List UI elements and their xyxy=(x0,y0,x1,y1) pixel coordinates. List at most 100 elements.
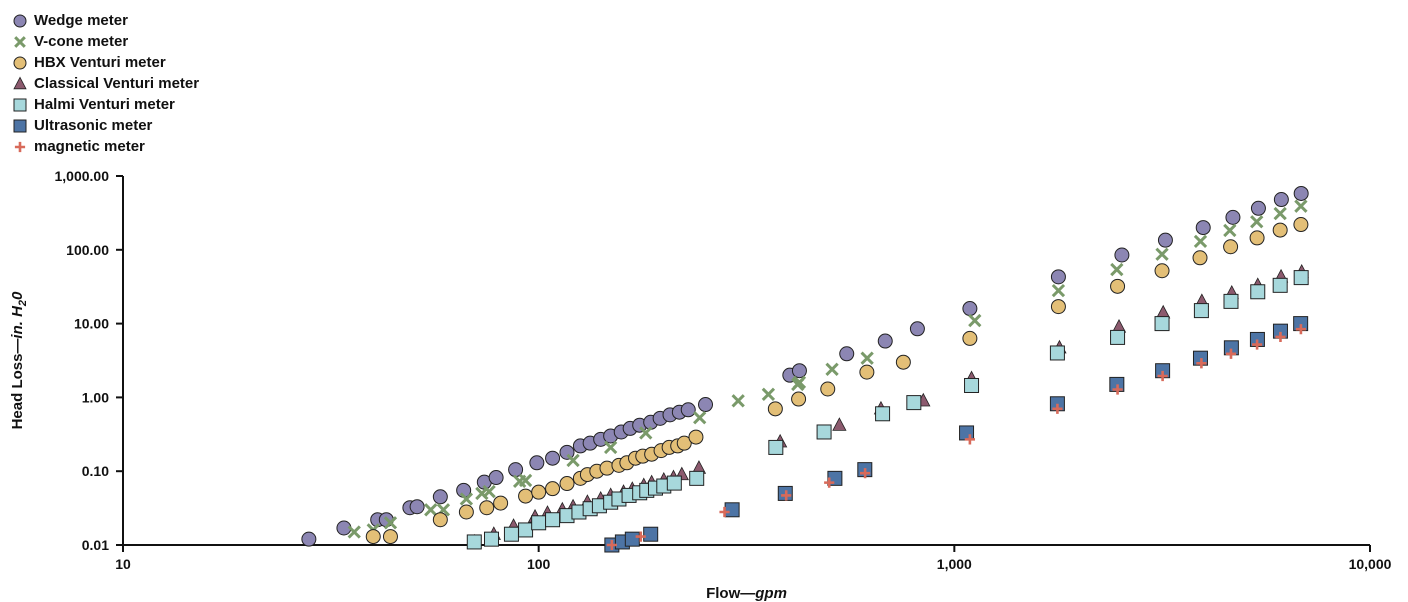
data-point xyxy=(816,424,832,440)
data-point xyxy=(877,333,893,349)
data-point xyxy=(1273,192,1289,208)
y-tick-label: 100.00 xyxy=(66,242,109,258)
data-point xyxy=(767,401,783,417)
x-tick-label: 100 xyxy=(527,556,551,572)
data-point xyxy=(1223,239,1239,255)
data-point xyxy=(1223,293,1239,309)
data-point xyxy=(968,313,982,328)
data-point xyxy=(301,531,317,547)
data-point xyxy=(1193,303,1209,319)
series-5 xyxy=(604,316,1309,553)
ticks: 10 100 1,000 10,000 0.01 0.10 1.00 10.00 100.00 1… xyxy=(55,168,1392,572)
legend-item-halmi-venturi: Halmi Venturi meter xyxy=(12,94,199,115)
legend-item-hbx-venturi: HBX Venturi meter xyxy=(12,52,199,73)
x-axis-title-unit: gpm xyxy=(754,585,787,602)
data-point xyxy=(693,411,707,425)
data-point xyxy=(1294,199,1308,213)
data-point xyxy=(698,397,714,413)
data-point xyxy=(791,363,807,379)
data-point xyxy=(1195,220,1211,236)
data-point xyxy=(566,453,580,468)
data-point xyxy=(1249,230,1265,246)
data-point xyxy=(906,395,922,411)
data-point xyxy=(820,381,836,397)
data-point xyxy=(503,526,519,542)
data-point xyxy=(1050,299,1066,315)
data-point xyxy=(1110,329,1126,345)
data-point xyxy=(432,512,448,528)
data-point xyxy=(518,488,534,504)
data-point xyxy=(724,502,740,518)
data-point xyxy=(875,406,891,422)
data-point xyxy=(1272,222,1288,238)
data-point xyxy=(1157,232,1173,248)
data-point xyxy=(383,516,398,530)
legend-label-ultrasonic: Ultrasonic meter xyxy=(34,117,153,134)
data-point xyxy=(964,377,980,393)
data-point xyxy=(603,440,618,455)
data-point xyxy=(959,425,975,441)
y-tick-label: 0.01 xyxy=(82,537,109,553)
legend-marker-magnetic xyxy=(14,141,26,152)
data-point xyxy=(1295,324,1307,335)
data-point xyxy=(483,531,499,547)
y-axis-title: Head Loss—in. H20 xyxy=(9,291,29,429)
data-point xyxy=(1196,358,1207,369)
data-point xyxy=(531,484,547,500)
data-point xyxy=(824,477,835,488)
data-point xyxy=(1154,316,1170,332)
data-point xyxy=(962,301,978,317)
legend-label-classical-venturi: Classical Venturi meter xyxy=(34,75,200,92)
legend-marker-ultrasonic xyxy=(13,119,27,132)
legend-item-v-cone: V-cone meter xyxy=(12,31,199,52)
data-point xyxy=(1223,223,1237,238)
data-point xyxy=(1155,247,1169,261)
data-point xyxy=(1154,263,1170,279)
data-point xyxy=(1114,247,1130,263)
data-point xyxy=(688,429,704,445)
data-point xyxy=(1293,270,1309,286)
legend-marker-wedge xyxy=(13,14,27,27)
data-point xyxy=(1225,209,1241,225)
data-point xyxy=(964,434,975,445)
data-point xyxy=(424,503,438,517)
data-point xyxy=(676,435,692,451)
legend-marker-shape xyxy=(13,56,27,69)
legend-marker-shape xyxy=(14,141,26,152)
data-point xyxy=(1250,200,1266,216)
data-point xyxy=(860,351,874,365)
y-tick-label: 10.00 xyxy=(74,316,109,332)
legend-marker-shape xyxy=(14,35,26,48)
data-point xyxy=(860,468,871,479)
data-point xyxy=(606,539,617,551)
data-point xyxy=(1273,206,1287,221)
data-point xyxy=(479,500,495,516)
data-point xyxy=(768,439,784,455)
data-point xyxy=(1250,284,1266,300)
data-point xyxy=(559,476,575,492)
legend: Wedge meter V-cone meter HBX Venturi met… xyxy=(12,10,199,157)
data-point xyxy=(832,417,847,431)
data-point xyxy=(1225,348,1237,359)
data-point xyxy=(895,354,911,370)
legend-marker-shape xyxy=(13,76,27,89)
data-point xyxy=(962,330,978,346)
data-point xyxy=(1157,370,1168,382)
legend-label-wedge: Wedge meter xyxy=(34,12,128,29)
legend-marker-v-cone xyxy=(14,35,26,48)
data-point xyxy=(666,475,682,491)
axes xyxy=(122,176,1370,546)
data-point xyxy=(518,473,533,488)
data-point xyxy=(432,489,448,505)
data-point xyxy=(1275,331,1286,343)
x-tick-label: 10,000 xyxy=(1349,556,1392,572)
legend-marker-shape xyxy=(13,98,27,111)
y-axis-title-main: Head Loss— xyxy=(9,339,26,430)
data-point xyxy=(731,394,745,408)
data-point xyxy=(458,504,474,520)
data-point xyxy=(1293,217,1309,233)
legend-label-magnetic: magnetic meter xyxy=(34,138,145,155)
data-point xyxy=(680,402,696,418)
legend-item-ultrasonic: Ultrasonic meter xyxy=(12,115,199,136)
